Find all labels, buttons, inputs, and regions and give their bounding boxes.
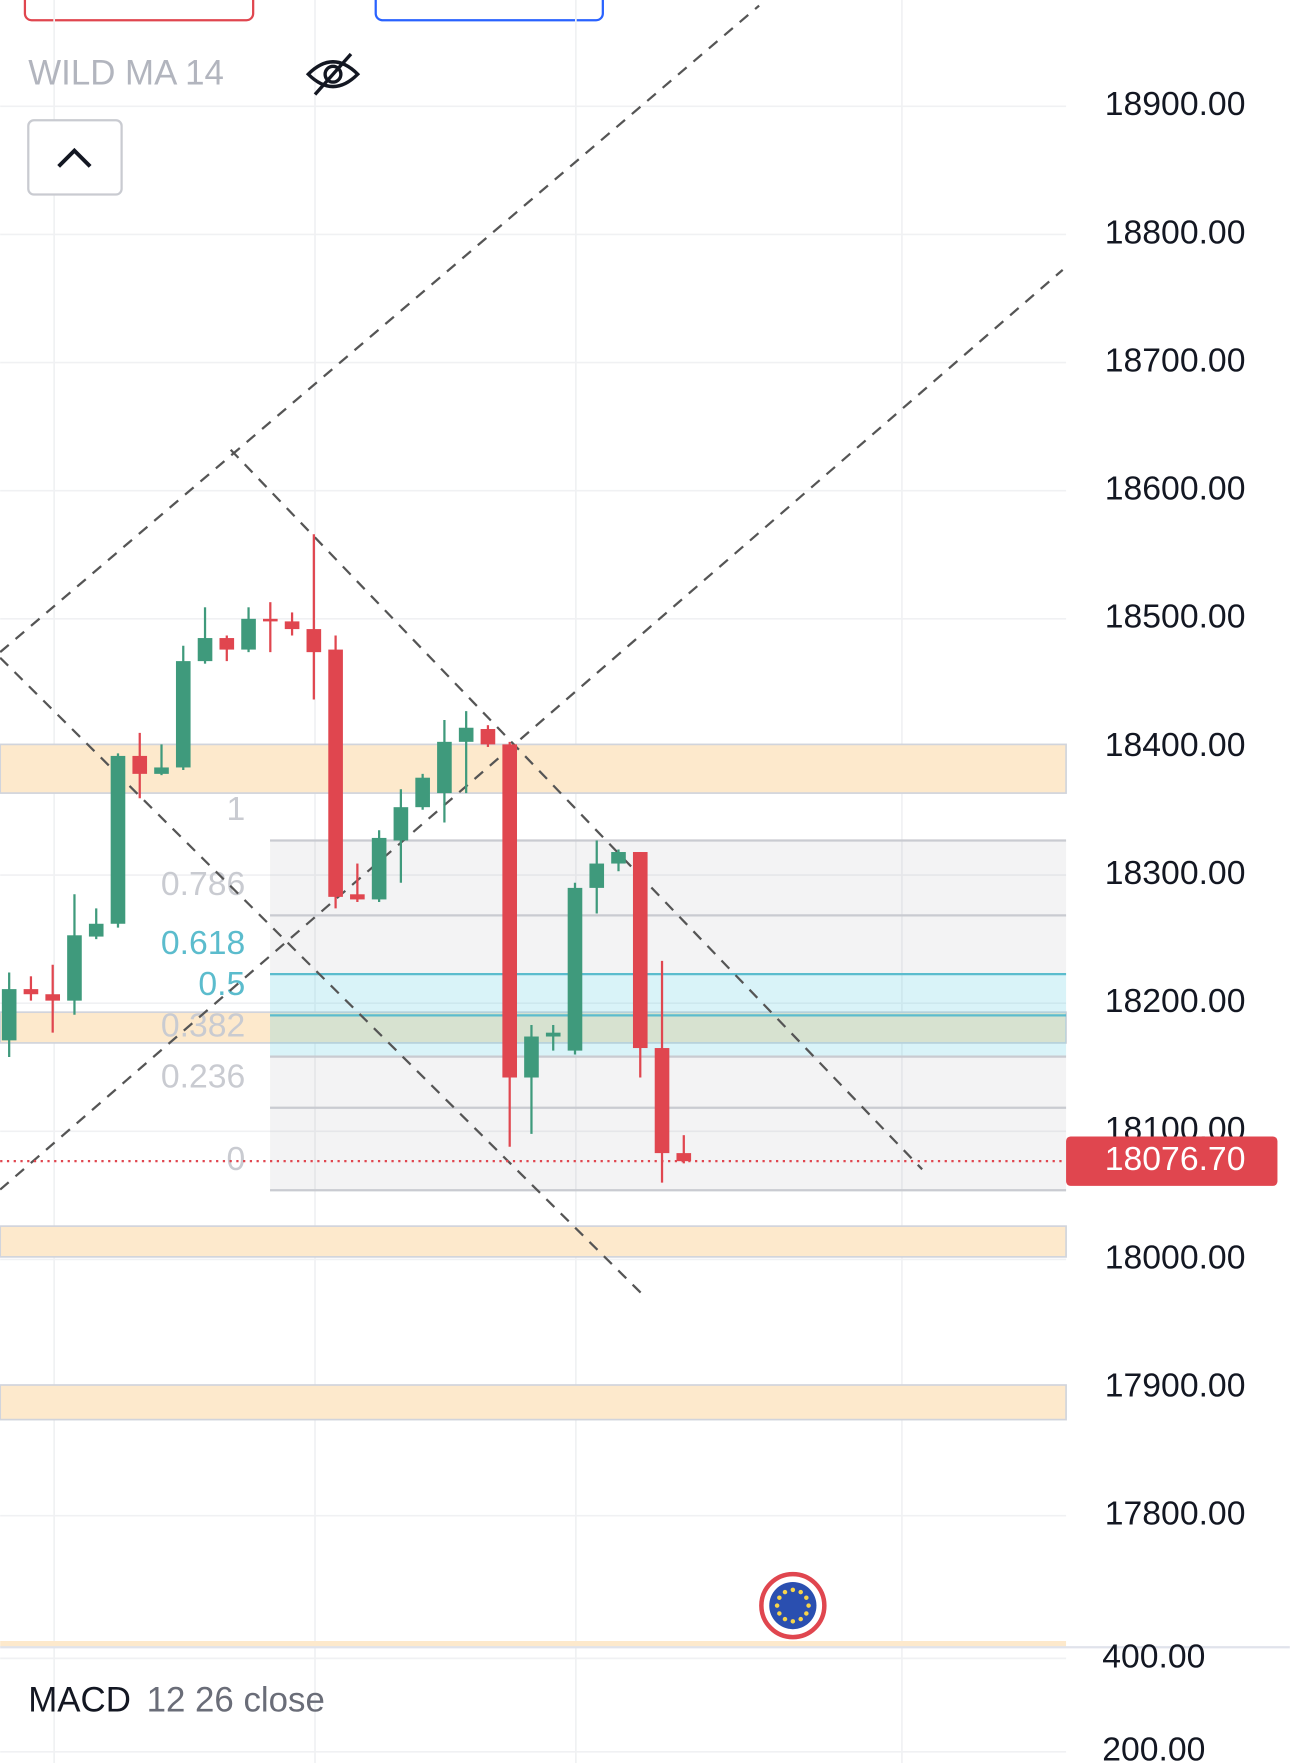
macd-params: 12 26 close [147, 1680, 325, 1719]
candles [0, 534, 1067, 1183]
macd-tick-label: 200.00 [1102, 1731, 1205, 1763]
zones [0, 743, 1067, 1421]
candle-body [437, 741, 452, 794]
candle-body [154, 767, 169, 774]
y-tick-label: 18600.00 [1105, 470, 1246, 508]
zone [0, 1225, 1067, 1258]
candle-body [676, 1153, 692, 1162]
y-tick-label: 18300.00 [1105, 854, 1246, 892]
trend-line [0, 656, 642, 1294]
fib-label: 0 [227, 1140, 246, 1178]
y-tick-label: 17900.00 [1105, 1366, 1246, 1404]
candle-body [241, 618, 256, 650]
candle-body [611, 852, 626, 864]
candle-body [263, 618, 278, 622]
macd-label: MACD 12 26 close [28, 1680, 325, 1719]
collapse-button[interactable] [27, 119, 123, 196]
candle-body [45, 994, 61, 1001]
y-tick-label: 18500.00 [1105, 598, 1246, 636]
candle-body [197, 638, 213, 662]
fib-band [270, 915, 1067, 975]
candle-body [67, 935, 82, 1001]
macd-axis: 400.00 200.00 [0, 1637, 1205, 1763]
zone [0, 1384, 1067, 1421]
chevron-icon [57, 147, 92, 168]
toolbar-button[interactable] [374, 0, 604, 22]
toolbar-button[interactable] [23, 0, 255, 22]
candle-body [306, 629, 322, 653]
y-tick-label: 18400.00 [1105, 726, 1246, 764]
fib-band [270, 840, 1067, 916]
candle-body [132, 755, 148, 774]
indicator-label: WILD MA 14 [28, 54, 224, 93]
fib-label: 0.618 [161, 924, 245, 962]
fib-band [270, 974, 1067, 1016]
event-marker[interactable] [759, 1571, 827, 1640]
candle-body [480, 729, 496, 745]
y-tick-label: 17800.00 [1105, 1495, 1246, 1533]
candle-body [219, 638, 235, 650]
fib-label: 0.236 [161, 1057, 245, 1095]
candle-body [589, 863, 605, 888]
candle-body [350, 894, 365, 900]
candle-body [1, 989, 17, 1041]
candle-body [632, 852, 648, 1049]
macd-name: MACD [28, 1680, 131, 1719]
fib-label: 1 [227, 790, 246, 828]
macd-tick-label: 400.00 [1102, 1637, 1205, 1675]
candle-body [567, 887, 583, 1051]
y-tick-label: 18000.00 [1105, 1238, 1246, 1276]
candle-body [458, 727, 474, 742]
price-axis: 17800.0017900.0018000.0018100.0018200.00… [1066, 85, 1278, 1533]
candle-body [654, 1048, 670, 1154]
y-tick-label: 18800.00 [1105, 213, 1246, 251]
candle-body [393, 807, 409, 841]
candle-body [88, 923, 104, 937]
candle-body [502, 744, 518, 1078]
candle-body [371, 837, 387, 900]
trend-lines [0, 4, 1064, 1294]
candle-body [328, 649, 343, 897]
candle-body [23, 989, 39, 995]
y-tick-label: 18700.00 [1105, 341, 1246, 379]
last-price-tag [1066, 1136, 1278, 1186]
candle-body [284, 621, 300, 630]
hide-icon[interactable] [305, 52, 361, 96]
candle-body [545, 1032, 561, 1037]
candle-body [175, 661, 191, 768]
trend-line [229, 448, 923, 1171]
y-tick-label: 18900.00 [1105, 85, 1246, 123]
candle-body [110, 755, 126, 924]
y-tick-label: 18200.00 [1105, 982, 1246, 1020]
candle-body [524, 1036, 539, 1078]
fib-label: 0.786 [161, 865, 245, 903]
trend-line [0, 4, 760, 653]
last-price-label: 18076.70 [1105, 1140, 1246, 1178]
candle-body [415, 777, 430, 808]
